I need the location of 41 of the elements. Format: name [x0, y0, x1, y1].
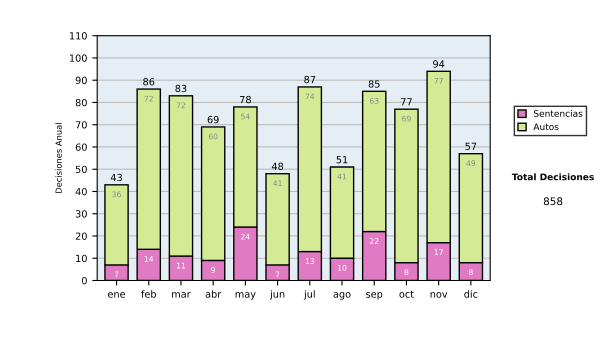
total-label: 94 [433, 60, 444, 68]
text: 858 [544, 197, 562, 206]
y-tick-label: 60 [76, 143, 87, 151]
total-label: 85 [368, 80, 380, 88]
y-tick-label: 0 [82, 276, 87, 284]
y-tick-label: 90 [76, 76, 87, 84]
y-tick-label: 20 [76, 232, 87, 240]
x-tick-label: abr [206, 290, 222, 298]
total-label: 48 [272, 162, 284, 170]
y-tick-label: 80 [76, 98, 87, 106]
total-label: 69 [208, 116, 219, 124]
legend-label: Autos [533, 123, 559, 130]
total-label: 43 [110, 174, 122, 182]
y-tick-label: 50 [76, 166, 87, 174]
total-label: 83 [175, 84, 186, 92]
legend-label: Sentencias [534, 110, 582, 117]
y-tick-label: 10 [76, 254, 87, 262]
x-tick-label: nov [430, 292, 448, 298]
y-tick-label: 70 [76, 121, 87, 129]
text: Total Decisiones [512, 173, 594, 180]
y-tick-label: 30 [76, 210, 87, 218]
total-label: 57 [465, 142, 476, 150]
total-label: 51 [336, 156, 348, 164]
x-tick-label: dic [464, 290, 478, 298]
x-tick-label: mar [172, 292, 191, 298]
x-tick-label: jun [270, 290, 284, 300]
x-tick-label: may [236, 292, 256, 300]
y-tick-label: 40 [76, 188, 87, 196]
total-label: 77 [401, 98, 412, 106]
total-label: 86 [143, 78, 154, 86]
x-tick-label: oct [399, 290, 414, 298]
total-label: 78 [240, 96, 251, 104]
x-tick-label: ago [334, 292, 351, 300]
y-axis-title: Decisiones Anual [55, 123, 62, 193]
y-tick-label: 100 [70, 54, 87, 62]
total-label: 87 [304, 76, 316, 84]
x-tick-label: feb [141, 290, 156, 298]
y-tick-label: 110 [70, 32, 87, 40]
x-tick-label: jul [304, 290, 315, 300]
x-tick-label: sep [366, 292, 382, 300]
x-tick-label: ene [108, 292, 126, 298]
